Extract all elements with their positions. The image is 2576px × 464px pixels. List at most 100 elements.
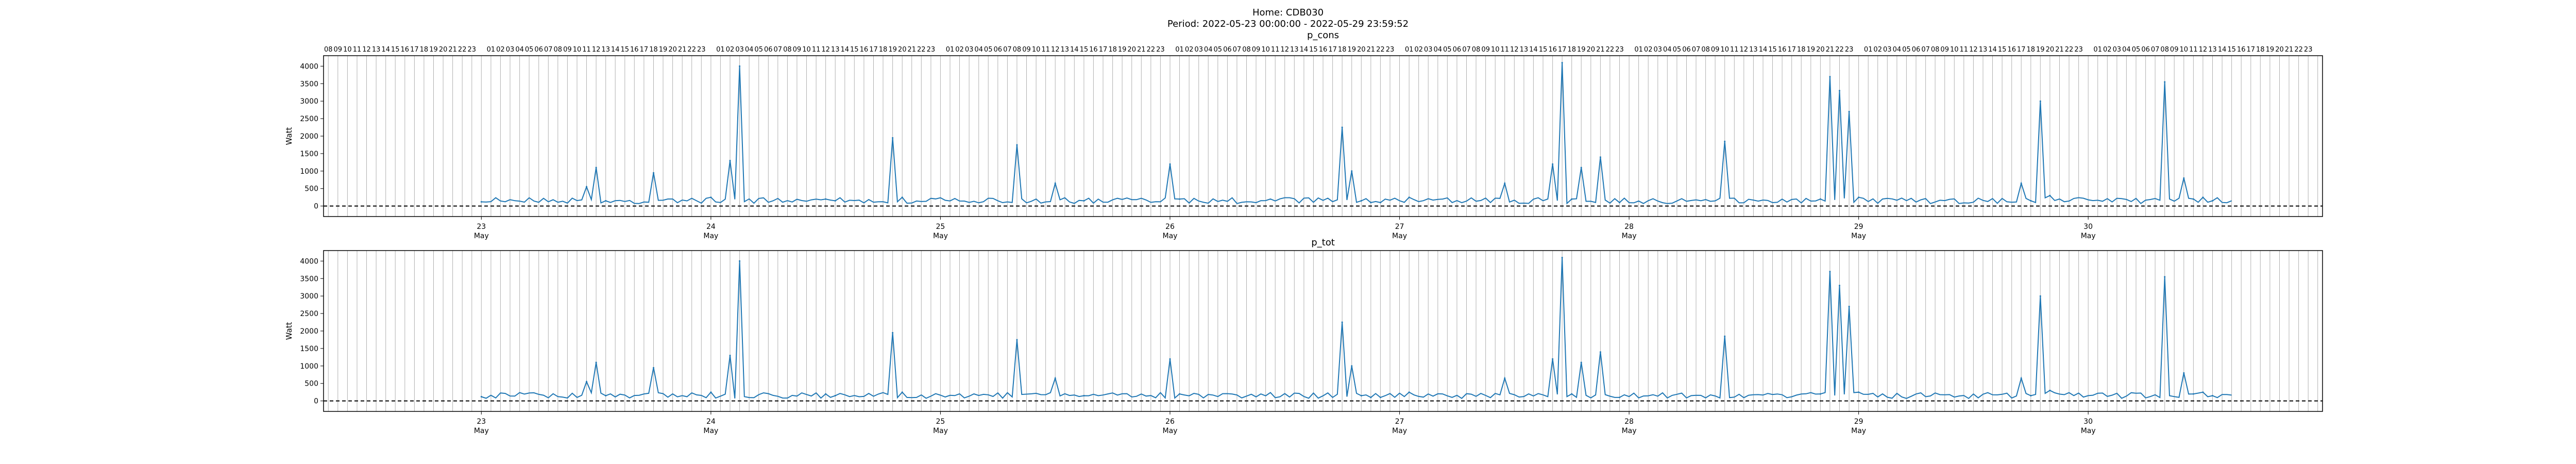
- top-hour-tick-label: 04: [2122, 46, 2131, 54]
- data-point: [2030, 200, 2032, 202]
- top-hour-tick-label: 01: [946, 46, 955, 54]
- series-line: [481, 62, 2232, 205]
- data-point: [1724, 335, 1726, 337]
- data-point: [1552, 358, 1554, 360]
- y-tick-label: 2500: [300, 310, 318, 318]
- top-hour-tick-label: 10: [2180, 46, 2189, 54]
- top-hour-tick-label: 12: [1510, 46, 1519, 54]
- top-hour-tick-label: 05: [2132, 46, 2141, 54]
- top-hour-tick-label: 13: [831, 46, 840, 54]
- top-hour-tick-label: 19: [1807, 46, 1816, 54]
- y-tick-label: 1500: [300, 150, 318, 158]
- top-hour-tick-label: 11: [1730, 46, 1739, 54]
- top-hour-tick-label: 09: [2170, 46, 2179, 54]
- top-hour-tick-label: 22: [687, 46, 696, 54]
- data-point: [1351, 365, 1353, 367]
- top-hour-tick-label: 04: [1204, 46, 1213, 54]
- top-hour-tick-label: 09: [1940, 46, 1949, 54]
- data-point: [1054, 183, 1056, 185]
- top-hour-tick-label: 08: [1701, 46, 1710, 54]
- day-tick-month-label: May: [933, 232, 948, 240]
- top-hour-tick-label: 23: [697, 46, 706, 54]
- top-hour-tick-label: 15: [1309, 46, 1318, 54]
- data-point: [2183, 177, 2185, 179]
- data-point: [1580, 167, 1582, 169]
- top-hour-tick-label: 01: [2093, 46, 2102, 54]
- top-hour-tick-label: 22: [2065, 46, 2074, 54]
- data-point: [1848, 306, 1850, 307]
- data-point: [1561, 62, 1563, 64]
- top-hour-tick-label: 16: [1319, 46, 1328, 54]
- top-hour-tick-label: 18: [1108, 46, 1117, 54]
- data-point: [2049, 389, 2051, 391]
- top-hour-tick-label: 14: [1759, 46, 1768, 54]
- top-hour-tick-label: 20: [439, 46, 448, 54]
- data-point: [1819, 393, 1821, 395]
- data-point: [729, 355, 731, 356]
- data-point: [1341, 126, 1343, 128]
- top-hour-tick-label: 02: [1644, 46, 1653, 54]
- data-point: [1341, 321, 1343, 323]
- data-point: [1858, 196, 1860, 198]
- data-point: [1370, 396, 1372, 399]
- top-hour-tick-label: 15: [1998, 46, 2007, 54]
- data-point: [1016, 339, 1018, 341]
- day-tick-month-label: May: [1622, 427, 1637, 435]
- series-line: [481, 257, 2232, 400]
- top-hour-tick-label: 02: [1185, 46, 1194, 54]
- top-hour-tick-label: 19: [1577, 46, 1586, 54]
- data-point: [595, 361, 597, 363]
- top-hour-tick-label: 10: [1032, 46, 1041, 54]
- top-hour-tick-label: 21: [1137, 46, 1146, 54]
- top-hour-tick-label: 17: [410, 46, 419, 54]
- day-tick-label: 25: [936, 418, 945, 426]
- top-hour-tick-label: 08: [324, 46, 333, 54]
- top-hour-tick-label: 21: [1826, 46, 1835, 54]
- data-point: [1016, 144, 1018, 146]
- data-point: [710, 391, 712, 393]
- data-point: [1571, 198, 1573, 200]
- data-point: [1829, 271, 1831, 273]
- top-hour-tick-label: 16: [2237, 46, 2246, 54]
- top-hour-tick-label: 18: [879, 46, 888, 54]
- top-hour-tick-label: 01: [716, 46, 725, 54]
- plot-frame: [323, 55, 2323, 217]
- top-hour-tick-label: 16: [2007, 46, 2016, 54]
- top-hour-tick-label: 13: [2208, 46, 2217, 54]
- top-hour-tick-label: 16: [1778, 46, 1787, 54]
- top-hour-tick-label: 07: [1462, 46, 1471, 54]
- top-hour-tick-label: 12: [362, 46, 371, 54]
- day-tick-month-label: May: [1851, 427, 1866, 435]
- top-hour-tick-label: 15: [1539, 46, 1548, 54]
- data-point: [834, 200, 836, 202]
- data-point: [1599, 156, 1601, 158]
- data-point: [2020, 183, 2022, 185]
- data-point: [1571, 393, 1573, 395]
- data-point: [2030, 395, 2032, 396]
- y-tick-label: 1500: [300, 345, 318, 353]
- p-cons-panel: p_cons Watt 0 500 1000 1500 2000 2500 3000 3500 40…: [284, 30, 2323, 240]
- top-hour-tick-label: 23: [1845, 46, 1854, 54]
- data-point: [901, 391, 903, 393]
- day-tick-label: 23: [477, 418, 486, 426]
- top-hour-tick-label: 13: [1749, 46, 1758, 54]
- day-tick-month-label: May: [474, 232, 489, 240]
- top-hour-tick-label: 11: [812, 46, 821, 54]
- top-hour-tick-label: 21: [1596, 46, 1605, 54]
- top-hour-tick-label: 14: [611, 46, 620, 54]
- top-hour-tick-label: 19: [888, 46, 897, 54]
- top-hour-tick-label: 19: [1118, 46, 1127, 54]
- day-tick-label: 23: [477, 223, 486, 231]
- data-point: [892, 332, 894, 334]
- data-point: [1379, 202, 1381, 204]
- y-tick-label: 2500: [300, 115, 318, 123]
- top-hour-tick-label: 04: [1434, 46, 1443, 54]
- top-hour-tick-label: 03: [1194, 46, 1203, 54]
- top-hour-tick-label: 04: [745, 46, 754, 54]
- top-hour-tick-label: 05: [1673, 46, 1682, 54]
- top-hour-tick-label: 02: [726, 46, 735, 54]
- top-hour-tick-label: 20: [2046, 46, 2055, 54]
- top-hour-tick-label: 05: [1902, 46, 1911, 54]
- data-point: [1179, 198, 1180, 200]
